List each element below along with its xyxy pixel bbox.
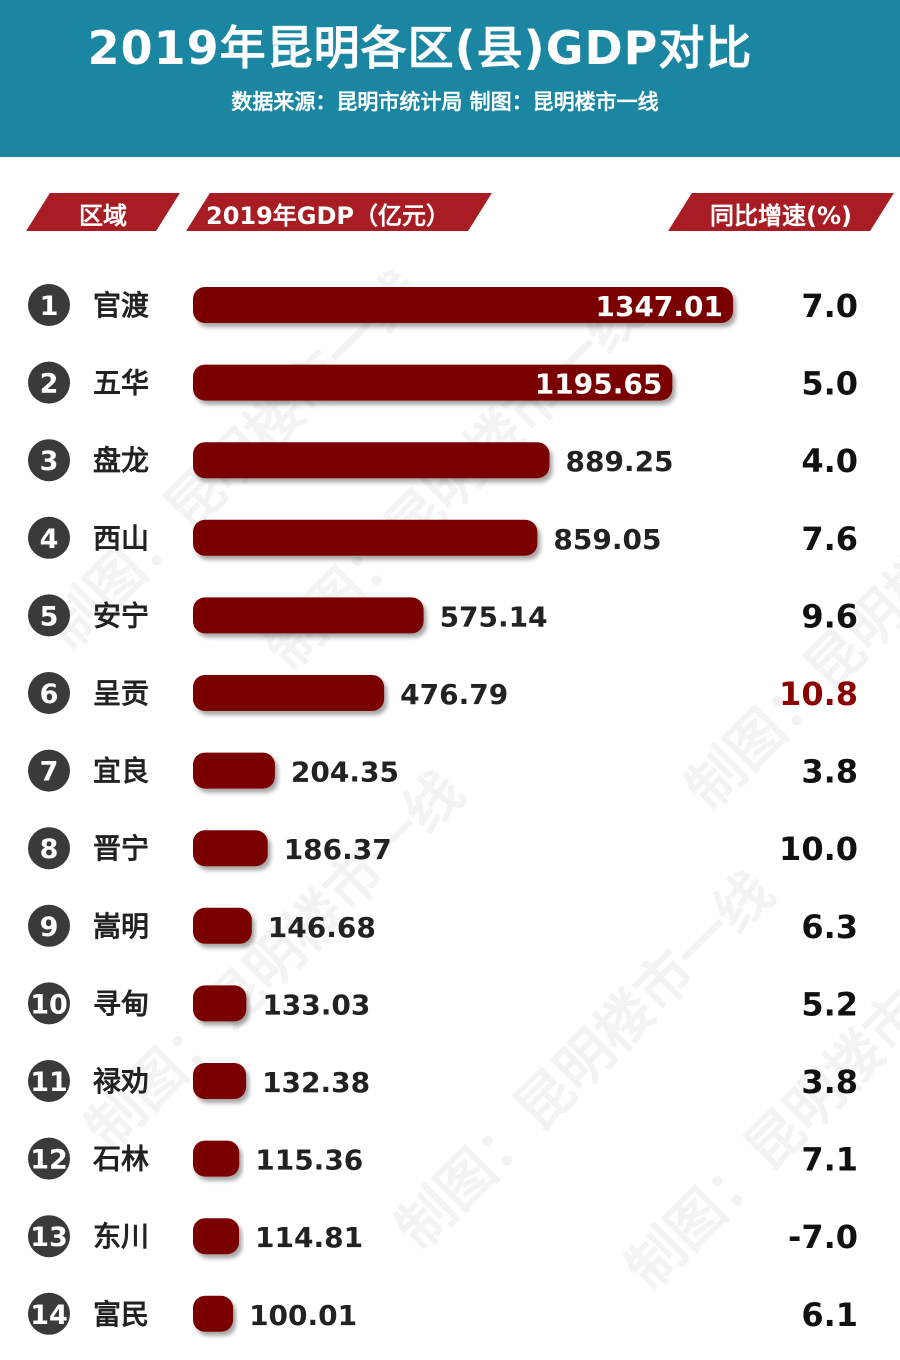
gdp-bar bbox=[193, 287, 733, 323]
rank-number: 10 bbox=[30, 989, 68, 1020]
gdp-bar bbox=[193, 442, 550, 479]
gdp-value-label: 204.35 bbox=[291, 756, 399, 789]
gdp-value-label: 186.37 bbox=[284, 833, 392, 866]
rank-circle bbox=[28, 284, 70, 326]
gdp-bar bbox=[193, 1063, 247, 1099]
gdp-value-label: 859.05 bbox=[553, 523, 661, 556]
rank-circle bbox=[28, 439, 70, 482]
growth-rate-label: 7.0 bbox=[801, 287, 858, 325]
region-label: 石林 bbox=[92, 1143, 149, 1176]
gdp-bar bbox=[193, 519, 538, 556]
growth-column-label: 同比增速(%) bbox=[710, 202, 852, 230]
rank-circle bbox=[28, 827, 70, 870]
rank-circle bbox=[28, 904, 70, 947]
growth-rate-label: 6.1 bbox=[801, 1296, 858, 1334]
region-label: 嵩明 bbox=[93, 910, 149, 943]
region-label: 晋宁 bbox=[93, 832, 149, 865]
gdp-bar bbox=[193, 752, 275, 789]
rank-number: 3 bbox=[40, 446, 59, 477]
gdp-bar bbox=[193, 1295, 234, 1332]
header-banner: 2019年昆明各区(县)GDP对比 数据来源：昆明市统计局 制图：昆明楼市一线 bbox=[0, 0, 900, 157]
gdp-bar bbox=[193, 364, 673, 401]
source-line: 数据来源：昆明市统计局 制图：昆明楼市一线 bbox=[231, 90, 659, 114]
growth-rate-label: 5.0 bbox=[801, 365, 858, 403]
growth-rate-label: 5.2 bbox=[801, 985, 858, 1023]
rank-number: 14 bbox=[30, 1300, 68, 1331]
gdp-value-label: 1195.65 bbox=[535, 368, 663, 401]
growth-rate-label: 7.1 bbox=[801, 1141, 858, 1179]
gdp-value-label: 146.68 bbox=[268, 911, 376, 944]
gdp-value-label: 575.14 bbox=[440, 600, 548, 633]
rank-circle bbox=[28, 1292, 70, 1335]
growth-rate-label: 10.0 bbox=[779, 830, 858, 868]
growth-rate-label: -7.0 bbox=[788, 1218, 858, 1256]
page-title: 2019年昆明各区(县)GDP对比 bbox=[87, 21, 753, 75]
rank-circle bbox=[28, 982, 70, 1025]
growth-rate-label: 3.8 bbox=[801, 1063, 858, 1101]
growth-rate-label: 6.3 bbox=[801, 908, 858, 946]
gdp-value-label: 133.03 bbox=[262, 988, 370, 1021]
gdp-value-label: 100.01 bbox=[249, 1299, 357, 1332]
rank-circle bbox=[28, 1137, 70, 1180]
gdp-column-header: 2019年GDP（亿元） bbox=[186, 193, 492, 231]
gdp-bar bbox=[193, 597, 424, 634]
rank-number: 13 bbox=[30, 1222, 68, 1253]
gdp-bar bbox=[193, 675, 385, 711]
region-label: 呈贡 bbox=[93, 677, 149, 710]
growth-rate-label: 10.8 bbox=[779, 675, 858, 713]
growth-rate-label: 7.6 bbox=[801, 520, 858, 558]
gdp-value-label: 114.81 bbox=[255, 1221, 363, 1254]
region-label: 官渡 bbox=[93, 289, 150, 322]
growth-rate-label: 3.8 bbox=[801, 753, 858, 791]
region-label: 宜良 bbox=[93, 755, 149, 788]
rank-circle bbox=[28, 749, 70, 792]
rank-circle bbox=[28, 516, 70, 559]
rank-number: 1 bbox=[40, 291, 59, 322]
gdp-bar bbox=[193, 907, 252, 944]
rank-circle bbox=[28, 1060, 70, 1102]
rank-number: 12 bbox=[30, 1145, 68, 1176]
gdp-bar bbox=[193, 1140, 240, 1177]
gdp-value-label: 1347.01 bbox=[595, 290, 723, 323]
gdp-value-label: 115.36 bbox=[255, 1144, 363, 1177]
rank-number: 5 bbox=[40, 601, 59, 632]
gdp-column-label: 2019年GDP（亿元） bbox=[206, 202, 451, 230]
rank-number: 11 bbox=[30, 1067, 68, 1098]
rank-number: 4 bbox=[40, 524, 59, 555]
region-label: 东川 bbox=[93, 1220, 149, 1253]
region-label: 寻甸 bbox=[93, 987, 149, 1020]
region-label: 西山 bbox=[93, 522, 149, 555]
rank-circle bbox=[28, 672, 70, 714]
region-label: 富民 bbox=[93, 1298, 149, 1331]
rank-number: 2 bbox=[40, 369, 59, 400]
region-label: 五华 bbox=[93, 367, 149, 400]
rank-circle bbox=[28, 361, 70, 404]
region-column-header: 区域 bbox=[26, 193, 180, 231]
gdp-value-label: 889.25 bbox=[565, 445, 673, 478]
region-label: 安宁 bbox=[93, 599, 149, 632]
rank-circle bbox=[28, 594, 70, 637]
growth-rate-label: 4.0 bbox=[801, 442, 858, 480]
gdp-bar bbox=[193, 830, 268, 867]
gdp-value-label: 132.38 bbox=[262, 1066, 370, 1099]
gdp-bar bbox=[193, 985, 247, 1022]
rank-number: 8 bbox=[40, 834, 59, 865]
growth-rate-label: 9.6 bbox=[801, 597, 858, 635]
rank-number: 9 bbox=[40, 912, 59, 943]
growth-column-header: 同比增速(%) bbox=[668, 193, 894, 231]
region-label: 禄劝 bbox=[93, 1065, 149, 1098]
rank-number: 6 bbox=[40, 679, 59, 710]
gdp-value-label: 476.79 bbox=[400, 678, 508, 711]
region-column-label: 区域 bbox=[79, 202, 127, 230]
rank-circle bbox=[28, 1215, 70, 1258]
gdp-bar bbox=[193, 1218, 240, 1255]
region-label: 盘龙 bbox=[93, 444, 149, 477]
rank-number: 7 bbox=[40, 757, 59, 788]
